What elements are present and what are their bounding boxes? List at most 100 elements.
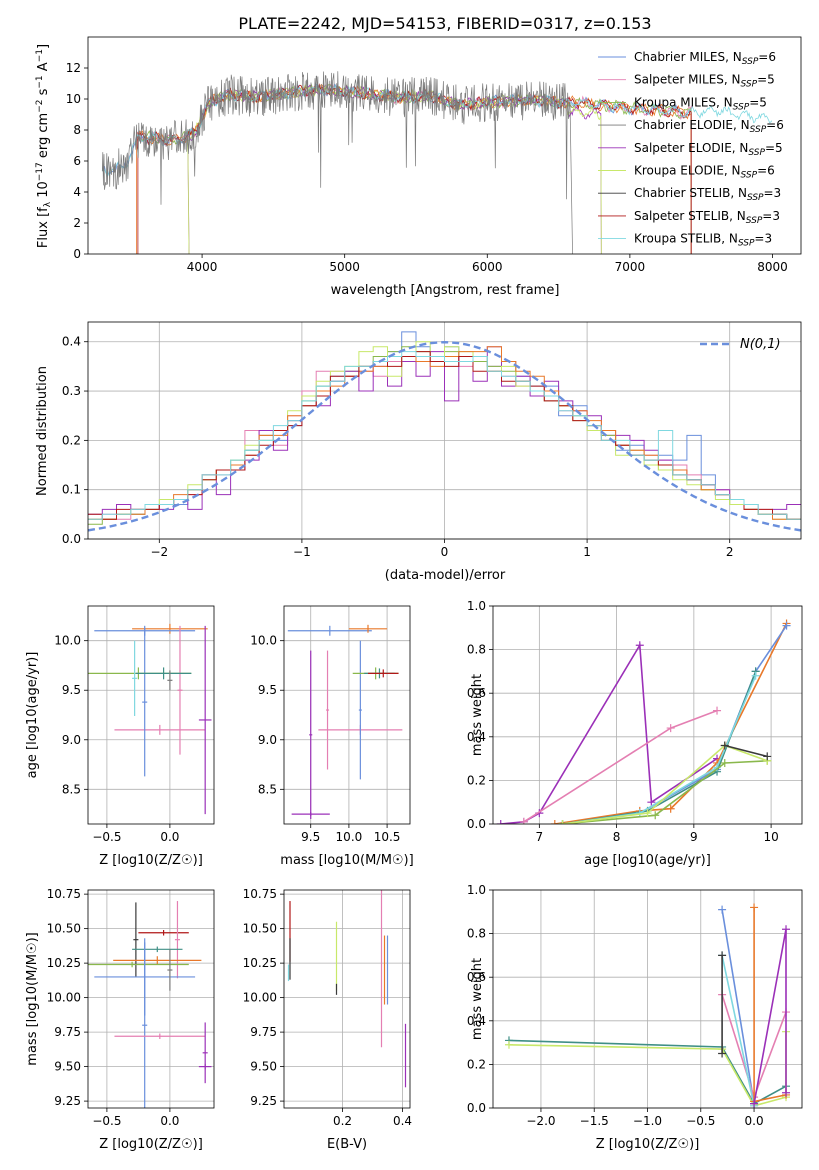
x-tick-label: −0.5 <box>92 1114 121 1128</box>
y-tick-label: 9.75 <box>250 1025 277 1039</box>
x-axis-label: mass [log10(M/M☉)] <box>280 853 413 868</box>
y-tick-label: 2 <box>73 216 81 230</box>
axes-frame <box>87 321 802 540</box>
legend-label: Kroupa ELODIE, NSSP=6 <box>634 164 775 181</box>
legend-label-text: Chabrier MILES, N <box>634 50 742 64</box>
x-tick-label: 8 <box>613 830 621 844</box>
weight-marker <box>496 820 505 824</box>
y-tick-label: 9.5 <box>62 683 81 697</box>
weight-marker <box>750 1099 759 1108</box>
y-tick-label: 9.25 <box>250 1094 277 1108</box>
legend-label: Chabrier ELODIE, NSSP=6 <box>634 118 784 135</box>
legend-label-sub: SSP <box>733 102 750 112</box>
model-spectrum-line <box>137 83 692 254</box>
y-axis-label: mass weight <box>470 674 485 756</box>
x-tick-label: −1 <box>293 545 311 559</box>
y-axis-label-part: s <box>36 88 51 99</box>
x-tick-label: 2 <box>726 545 734 559</box>
y-tick-label: 0.8 <box>467 643 486 657</box>
x-axis-label: Z [log10(Z/Z☉)] <box>596 1137 700 1152</box>
weight-marker <box>647 798 656 807</box>
age-vs-metallicity-panel: −0.5 0.0 8.5 9.0 9.5 10.0 Z [log10(Z/Z☉)] age [… <box>25 605 215 868</box>
y-tick-label: 0 <box>73 247 81 261</box>
legend-label-text: Kroupa STELIB, N <box>634 232 738 246</box>
weight-marker <box>643 809 652 818</box>
x-tick-label: 0.0 <box>160 830 179 844</box>
legend-label: Chabrier MILES, NSSP=6 <box>634 50 776 67</box>
y-tick-label: 10.50 <box>47 922 81 936</box>
plot-area <box>504 903 791 1108</box>
x-tick-label: 7 <box>536 830 544 844</box>
legend-label-n: =6 <box>758 50 776 64</box>
y-tick-label: 0.3 <box>62 384 81 398</box>
legend-label: N(0,1) <box>740 337 781 352</box>
weight-marker <box>666 724 675 733</box>
x-tick-label: −0.5 <box>92 830 121 844</box>
model-spectrum-line <box>101 83 692 254</box>
axes-frame <box>283 889 411 1109</box>
x-tick-label: 0.4 <box>393 1114 412 1128</box>
weight-marker <box>763 752 772 761</box>
x-tick-label: 0.2 <box>333 1114 352 1128</box>
y-axis-label: Flux [fλ 10−17 erg cm−2 s−1 A−1] <box>35 44 53 248</box>
x-tick-label: 0 <box>441 545 449 559</box>
weight-line <box>753 907 787 1103</box>
y-tick-label: 12 <box>66 61 81 75</box>
axes-frame <box>283 605 411 825</box>
legend-label: Salpeter MILES, NSSP=5 <box>634 73 775 90</box>
weight-line <box>721 955 755 1106</box>
y-tick-label: 0.6 <box>467 686 486 700</box>
x-axis-label: wavelength [Angstrom, rest frame] <box>331 283 560 298</box>
y-tick-label: 6 <box>73 154 81 168</box>
legend-label-text: Chabrier ELODIE, N <box>634 118 750 132</box>
x-tick-label: 10.0 <box>336 830 363 844</box>
axes-frame <box>87 605 215 825</box>
legend-label-sub: SSP <box>741 171 758 181</box>
y-tick-label: 0.4 <box>467 1014 486 1028</box>
y-tick-label: 0.0 <box>467 1101 486 1115</box>
y-axis-label-part: −2 <box>35 100 45 113</box>
y-tick-label: 0.2 <box>467 1057 486 1071</box>
y-axis-label-part: λ <box>43 201 53 207</box>
y-axis-label: age [log10(age/yr)] <box>25 652 40 779</box>
y-axis-label: mass [log10(M/M☉)] <box>25 932 40 1065</box>
normal-curve <box>88 340 801 532</box>
y-axis-label-part: −1 <box>35 49 45 62</box>
y-tick-label: 10.0 <box>54 634 81 648</box>
plot-area <box>287 624 403 820</box>
y-axis-label: mass weight <box>470 958 485 1040</box>
axes-frame <box>87 889 215 1109</box>
x-axis-label: Z [log10(Z/Z☉)] <box>99 853 203 868</box>
y-tick-label: 4 <box>73 185 81 199</box>
weight-line <box>500 642 718 824</box>
y-tick-label: 9.0 <box>62 733 81 747</box>
x-tick-label: 6000 <box>472 260 503 274</box>
x-tick-label: 1 <box>583 545 591 559</box>
y-tick-label: 10.25 <box>243 956 277 970</box>
legend-label-sub: SSP <box>747 193 764 203</box>
x-tick-label: −0.5 <box>686 1114 715 1128</box>
legend-label: Salpeter ELODIE, NSSP=5 <box>634 141 783 158</box>
x-axis-label: E(B-V) <box>327 1137 367 1152</box>
legend-label-text: Salpeter MILES, N <box>634 73 741 87</box>
mass-weight-vs-age-panel: 7 8 9 10 0.0 0.2 0.4 0.6 0.8 1.0 age [log10(age/yr… <box>467 599 803 868</box>
plot-area <box>88 623 212 815</box>
mass-vs-reddening-panel: 0.2 0.4 9.25 9.50 9.75 10.00 10.25 10.50 10.75 E(… <box>243 887 412 1152</box>
axes-frame <box>87 36 802 255</box>
y-tick-label: 10.75 <box>47 887 81 901</box>
y-tick-label: 1.0 <box>467 883 486 897</box>
mass-weight-vs-metallicity-panel: −2.0 −1.5 −1.0 −0.5 0.0 0.0 0.2 0.4 0.6 0.8 1.0 Z [… <box>467 883 803 1152</box>
plot-area <box>88 901 212 1108</box>
x-tick-label: −1.0 <box>633 1114 662 1128</box>
legend-label: Chabrier STELIB, NSSP=3 <box>634 186 781 203</box>
y-tick-label: 9.75 <box>54 1025 81 1039</box>
y-tick-label: 10.00 <box>243 991 277 1005</box>
y-tick-label: 10.00 <box>47 991 81 1005</box>
x-tick-label: 0.0 <box>160 1114 179 1128</box>
legend-label-text: Kroupa MILES, N <box>634 95 733 109</box>
y-axis-label-part: ] <box>36 44 51 49</box>
y-tick-label: 9.0 <box>258 733 277 747</box>
legend-label: Kroupa STELIB, NSSP=3 <box>634 232 772 249</box>
weight-marker <box>550 820 559 824</box>
